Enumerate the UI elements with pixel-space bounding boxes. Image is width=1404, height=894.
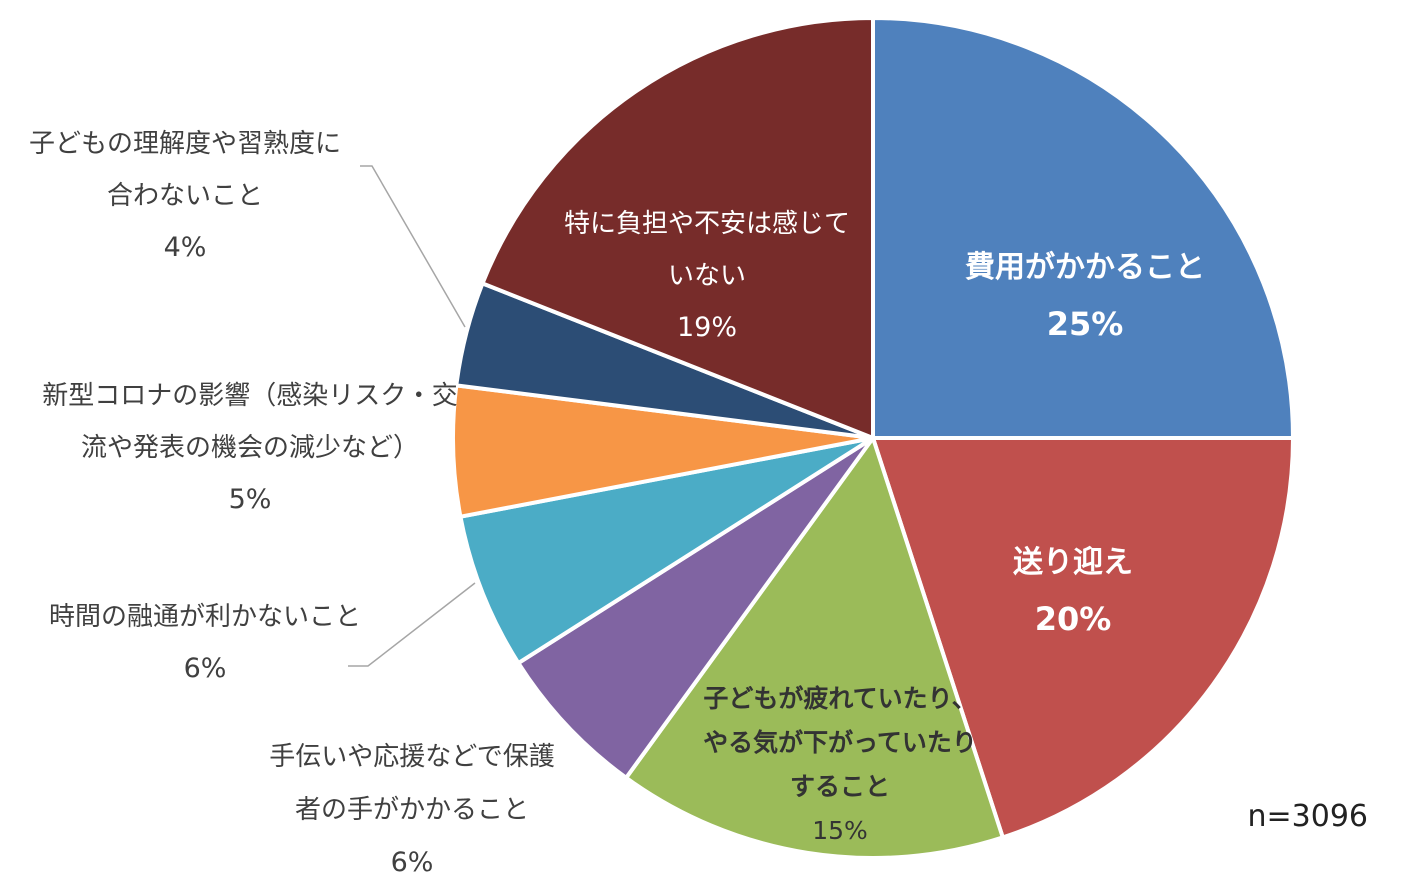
- slice-category-line: 新型コロナの影響（感染リスク・交: [42, 381, 457, 411]
- slice-category-line: すること: [790, 772, 890, 801]
- slice-category-line: 費用がかかること: [965, 250, 1205, 285]
- slice-percent: 15%: [812, 816, 868, 845]
- pie-slice-5: [458, 436, 875, 666]
- pie-slice-4: [516, 436, 875, 780]
- slice-category-line: 流や発表の機会の減少など）: [81, 433, 419, 463]
- pie-slice-1: [871, 16, 1295, 440]
- pie-slice-3: [624, 436, 1005, 861]
- slice-labels: 費用がかかること 25% 送り迎え 20% 子どもが疲れていたり、やる気が下がっていたり…: [29, 129, 1205, 878]
- slice-label-helping: 手伝いや応援などで保護者の手がかかること 6%: [269, 742, 554, 878]
- pie-slice-2: [871, 436, 1295, 840]
- slice-label-pickup: 送り迎え 20%: [1013, 545, 1133, 638]
- leader-lines: [348, 165, 476, 667]
- slice-category-line: 子どもの理解度や習熟度に: [29, 129, 341, 159]
- slice-category-line: 時間の融通が利かないこと: [49, 602, 361, 632]
- slice-category-line: 者の手がかかること: [295, 795, 529, 825]
- slice-category-line: 送り迎え: [1013, 545, 1133, 580]
- slice-label-time: 時間の融通が利かないこと 6%: [49, 602, 361, 684]
- slice-category-line: 特に負担や不安は感じて: [564, 209, 850, 239]
- slice-category-line: やる気が下がっていたり: [703, 728, 977, 757]
- slice-percent: 5%: [229, 484, 272, 515]
- leader-line-time: [348, 582, 476, 667]
- pie-slices: [451, 16, 1295, 861]
- slice-percent: 19%: [677, 312, 737, 343]
- slice-percent: 20%: [1035, 600, 1112, 638]
- slice-category-line: いない: [668, 261, 746, 291]
- slice-percent: 25%: [1047, 305, 1124, 343]
- slice-label-tired: 子どもが疲れていたり、やる気が下がっていたりすること 15%: [703, 684, 977, 845]
- slice-percent: 4%: [164, 232, 207, 263]
- slice-category-line: 手伝いや応援などで保護: [269, 742, 554, 772]
- slice-category-line: 子どもが疲れていたり、: [703, 684, 976, 713]
- sample-size-label: n=3096: [1248, 799, 1369, 834]
- slice-percent: 6%: [391, 847, 434, 878]
- slice-label-understanding: 子どもの理解度や習熟度に合わないこと 4%: [29, 129, 341, 263]
- slice-category-line: 合わないこと: [107, 181, 263, 211]
- slice-label-no-burden: 特に負担や不安は感じていない 19%: [564, 209, 850, 343]
- slice-label-corona: 新型コロナの影響（感染リスク・交流や発表の機会の減少など） 5%: [42, 381, 457, 515]
- leader-line-understanding: [360, 165, 466, 328]
- slice-label-cost: 費用がかかること 25%: [965, 250, 1205, 343]
- pie-slice-8: [480, 16, 875, 440]
- slice-percent: 6%: [184, 653, 227, 684]
